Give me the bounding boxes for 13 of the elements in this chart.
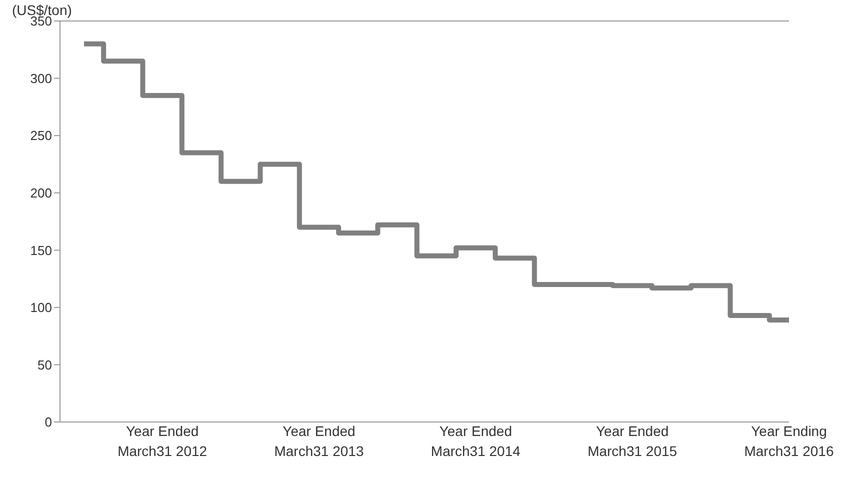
y-tick-label: 200	[30, 185, 52, 200]
y-tick-label: 50	[38, 357, 52, 372]
y-axis-title: (US$/ton)	[12, 2, 72, 18]
y-tick-label: 300	[30, 70, 52, 86]
x-tick-label: Year Ending March31 2016	[744, 423, 834, 459]
x-tick-label: Year Ended March31 2014	[430, 423, 521, 459]
y-tick-label: 0	[44, 414, 52, 430]
x-tick-label: Year Ended March31 2013	[274, 423, 364, 459]
y-tick-label: 100	[30, 300, 52, 316]
x-tick-label: Year Ended March31 2012	[118, 423, 208, 459]
x-tick-label: Year Ended March31 2015	[588, 423, 678, 459]
y-tick-label: 250	[30, 128, 52, 144]
y-tick-label: 150	[30, 242, 52, 258]
